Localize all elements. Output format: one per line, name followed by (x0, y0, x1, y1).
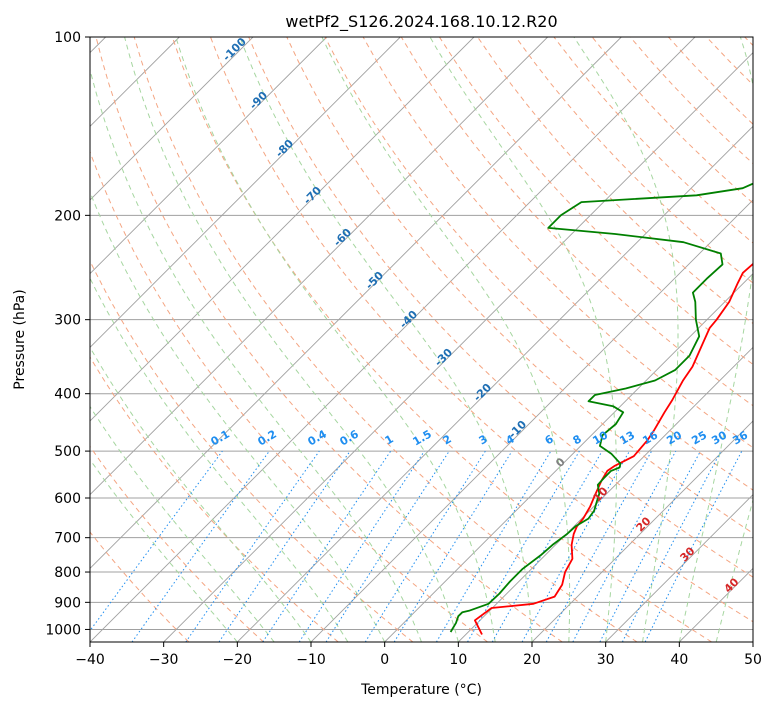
y-tick-label: 600 (54, 491, 81, 507)
dry-adiabat-line (286, 37, 753, 534)
x-tick-label: −30 (149, 652, 179, 668)
x-axis-title: Temperature (°C) (360, 682, 482, 698)
y-tick-label: 800 (54, 565, 81, 581)
dry-adiabat-line (400, 37, 753, 407)
mixing-ratio-line (90, 450, 223, 632)
dry-adiabat-line (133, 37, 638, 642)
mixing-ratio-line (521, 450, 630, 642)
x-tick-label: 40 (670, 652, 688, 668)
y-axis-title: Pressure (hPa) (12, 289, 28, 389)
dry-adiabat-line (90, 445, 264, 642)
moist-adiabat-line (175, 37, 496, 642)
isotherm-line (458, 346, 753, 642)
x-tick-label: −20 (223, 652, 253, 668)
y-tick-label: 300 (54, 313, 81, 329)
x-tick-label: 10 (449, 652, 467, 668)
y-tick-label: 100 (54, 30, 81, 46)
moist-adiabat-line (90, 458, 238, 642)
chart-title: wetPf2_S126.2024.168.10.12.R20 (285, 12, 557, 32)
moist-adiabat-line (90, 405, 275, 642)
moist-adiabat-line (429, 37, 617, 642)
y-tick-label: 500 (54, 444, 81, 460)
dry-adiabat-line (95, 37, 563, 642)
x-tick-label: 20 (523, 652, 541, 668)
moist-adiabat-line (90, 346, 312, 642)
plot-frame (89, 36, 754, 643)
isotherm-line (90, 37, 254, 201)
mixing-ratio-line (218, 450, 351, 642)
dry-adiabat-line (90, 531, 190, 642)
moist-adiabat-line (239, 37, 533, 642)
isotherm-line (384, 273, 753, 642)
dry-adiabat-line (90, 356, 339, 642)
mixing-ratio-line (393, 450, 513, 642)
dry-adiabat-line (90, 259, 414, 642)
mixing-ratio-line (644, 450, 743, 642)
dry-adiabat-line (90, 150, 488, 642)
mixing-ratio-line (325, 450, 450, 642)
isotherm-line (90, 37, 475, 422)
dewpoint-profile-line (449, 182, 753, 633)
moist-adiabat-line (90, 67, 422, 642)
y-tick-label: 900 (54, 595, 81, 611)
moist-adiabat-line (90, 277, 349, 642)
isotherm-line (531, 420, 753, 642)
dry-adiabat-line (210, 37, 753, 623)
mixing-ratio-line (185, 450, 320, 642)
x-tick-label: −10 (296, 652, 326, 668)
x-tick-label: −40 (75, 652, 105, 668)
temperature-profile-line (474, 262, 753, 635)
moist-adiabat-line (124, 37, 459, 642)
mixing-ratio-line (262, 450, 392, 642)
x-tick-label: 0 (380, 652, 389, 668)
dry-adiabat-line (248, 37, 753, 578)
y-tick-label: 700 (54, 531, 81, 547)
isotherm-line (90, 37, 401, 348)
isotherm-line (90, 37, 548, 496)
moist-adiabat-line (90, 190, 386, 642)
dry-adiabat-line (515, 37, 753, 284)
mixing-ratio-line (131, 450, 270, 642)
mixing-ratio-line (298, 450, 425, 642)
y-tick-label: 400 (54, 387, 81, 403)
x-tick-label: 50 (744, 652, 762, 668)
isotherm-line (237, 125, 753, 642)
isotherm-line (90, 37, 327, 275)
x-tick-label: 30 (597, 652, 615, 668)
isotherm-line (605, 494, 753, 642)
dry-adiabat-line (438, 37, 753, 366)
mixing-ratio-line (572, 450, 677, 642)
isotherm-line (90, 37, 622, 569)
y-tick-label: 200 (54, 208, 81, 224)
isotherm-line (163, 52, 753, 642)
moist-adiabat-line (573, 37, 679, 642)
dry-adiabat-line (171, 37, 712, 642)
y-tick-label: 1000 (45, 622, 81, 638)
mixing-ratio-line (545, 450, 653, 642)
moist-adiabat-line (321, 37, 571, 642)
